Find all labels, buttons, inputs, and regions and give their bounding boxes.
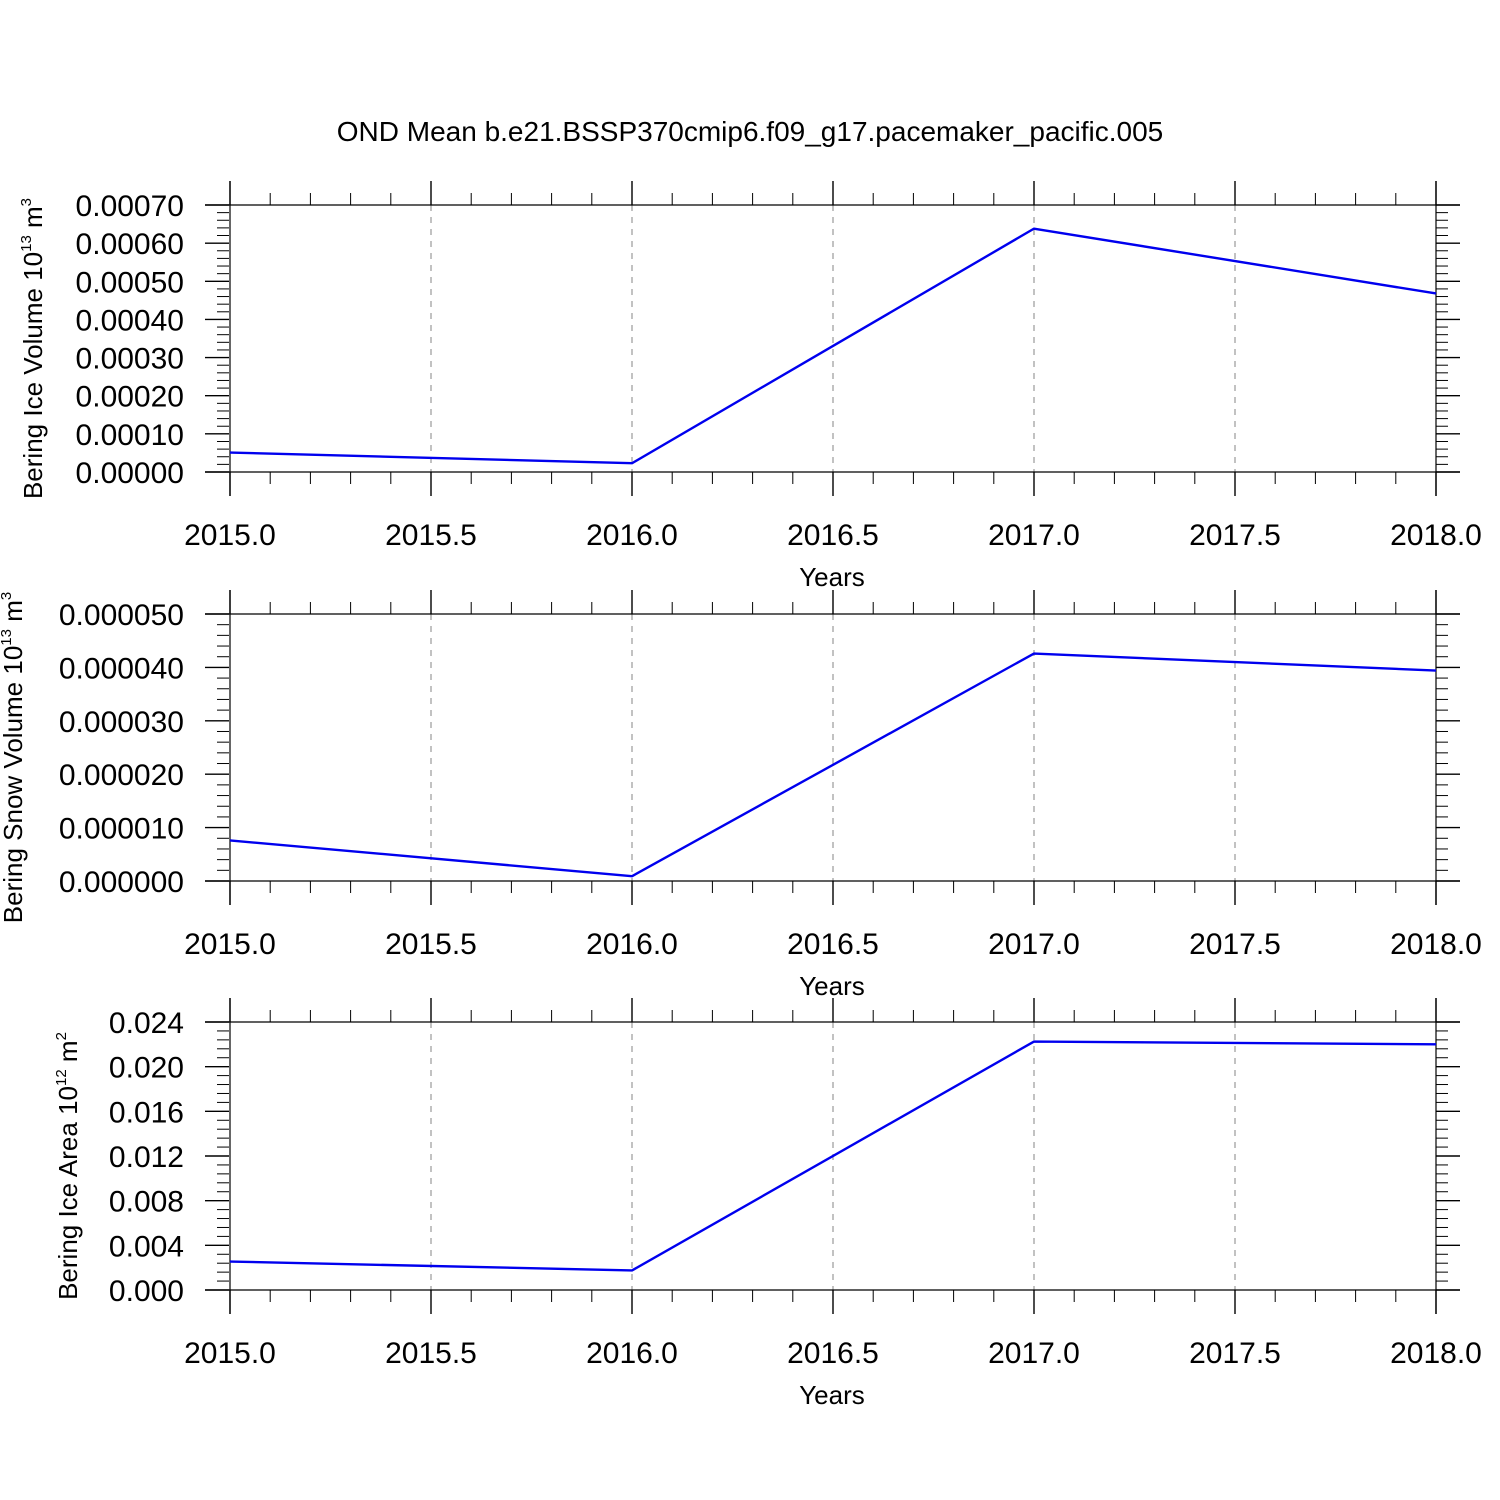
y-tick-label: 0.00060	[76, 228, 184, 261]
y-axis-label-part: m	[0, 600, 28, 629]
y-tick-label: 0.00020	[76, 381, 184, 414]
y-tick-label: 0.000030	[59, 706, 184, 739]
y-axis-label-superscript: 3	[18, 198, 35, 206]
x-tick-label: 2018.0	[1390, 519, 1482, 552]
x-tick-label: 2017.0	[988, 1337, 1080, 1370]
x-tick-label: 2015.0	[184, 928, 276, 961]
panels: 2015.0 2015.5 2016.0 2016.5 2017.0 2017.5 2018…	[0, 181, 1482, 1410]
y-tick-label: 0.000010	[59, 813, 184, 846]
y-axis-label-superscript: 13	[0, 629, 15, 646]
y-tick-label: 0.00030	[76, 343, 184, 376]
x-tick-label: 2015.5	[385, 928, 477, 961]
x-tick-label: 2016.5	[787, 928, 879, 961]
x-tick-label: 2016.0	[586, 519, 678, 552]
x-axis-label: Years	[799, 1380, 865, 1410]
series-line	[229, 227, 1437, 465]
y-axis-label-superscript: 13	[18, 235, 35, 252]
y-tick-label: 0.000020	[59, 759, 184, 792]
y-axis-label-superscript: 2	[53, 1032, 70, 1040]
x-tick-label: 2017.0	[988, 928, 1080, 961]
x-tick-label: 2015.0	[184, 1337, 276, 1370]
y-axis-label-superscript: 12	[53, 1069, 70, 1086]
x-tick-label: 2018.0	[1390, 928, 1482, 961]
x-tick-label: 2017.5	[1189, 519, 1281, 552]
y-tick-label: 0.00000	[76, 457, 184, 490]
y-tick-label: 0.000040	[59, 652, 184, 685]
y-axis-label: Bering Ice Area 1012 m2	[53, 1032, 83, 1300]
y-tick-label: 0.000	[109, 1275, 184, 1308]
y-tick-label: 0.00050	[76, 266, 184, 299]
x-tick-label: 2015.5	[385, 1337, 477, 1370]
panel-1: 2015.0 2015.5 2016.0 2016.5 2017.0 2017.5 2018…	[18, 181, 1482, 592]
x-tick-label: 2017.5	[1189, 928, 1281, 961]
y-axis-label-part: m	[18, 206, 48, 235]
y-tick-label: 0.024	[109, 1007, 184, 1040]
x-tick-label: 2015.5	[385, 519, 477, 552]
series-line	[229, 652, 1437, 878]
x-axis-label: Years	[799, 971, 865, 1001]
panel-2: 2015.0 2015.5 2016.0 2016.5 2017.0 2017.5 2018…	[0, 590, 1482, 1001]
x-tick-label: 2018.0	[1390, 1337, 1482, 1370]
y-tick-label: 0.000050	[59, 599, 184, 632]
y-tick-label: 0.020	[109, 1052, 184, 1085]
y-tick-label: 0.00070	[76, 190, 184, 223]
y-axis-label-part: m	[53, 1040, 83, 1069]
x-tick-label: 2015.0	[184, 519, 276, 552]
y-axis-label-part: Bering Ice Area 10	[53, 1086, 83, 1300]
x-tick-label: 2017.5	[1189, 1337, 1281, 1370]
x-tick-label: 2016.5	[787, 519, 879, 552]
y-axis-label-part: Bering Snow Volume 10	[0, 646, 28, 924]
x-axis-label: Years	[799, 562, 865, 592]
y-tick-label: 0.004	[109, 1230, 184, 1263]
y-tick-label: 0.000000	[59, 866, 184, 899]
y-tick-label: 0.008	[109, 1186, 184, 1219]
chart-title: OND Mean b.e21.BSSP370cmip6.f09_g17.pace…	[337, 116, 1164, 147]
x-tick-label: 2016.5	[787, 1337, 879, 1370]
panel-3: 2015.0 2015.5 2016.0 2016.5 2017.0 2017.5 2018…	[53, 998, 1482, 1410]
x-tick-label: 2017.0	[988, 519, 1080, 552]
x-tick-label: 2016.0	[586, 928, 678, 961]
y-tick-label: 0.00040	[76, 304, 184, 337]
y-tick-label: 0.016	[109, 1096, 184, 1129]
y-axis-label-part: Bering Ice Volume 10	[18, 252, 48, 499]
y-axis-label-superscript: 3	[0, 592, 15, 600]
y-axis-label: Bering Snow Volume 1013 m3	[0, 592, 28, 923]
y-tick-label: 0.012	[109, 1141, 184, 1174]
x-tick-label: 2016.0	[586, 1337, 678, 1370]
y-tick-label: 0.00010	[76, 419, 184, 452]
y-axis-label: Bering Ice Volume 1013 m3	[18, 198, 48, 499]
series-line	[229, 1040, 1437, 1272]
